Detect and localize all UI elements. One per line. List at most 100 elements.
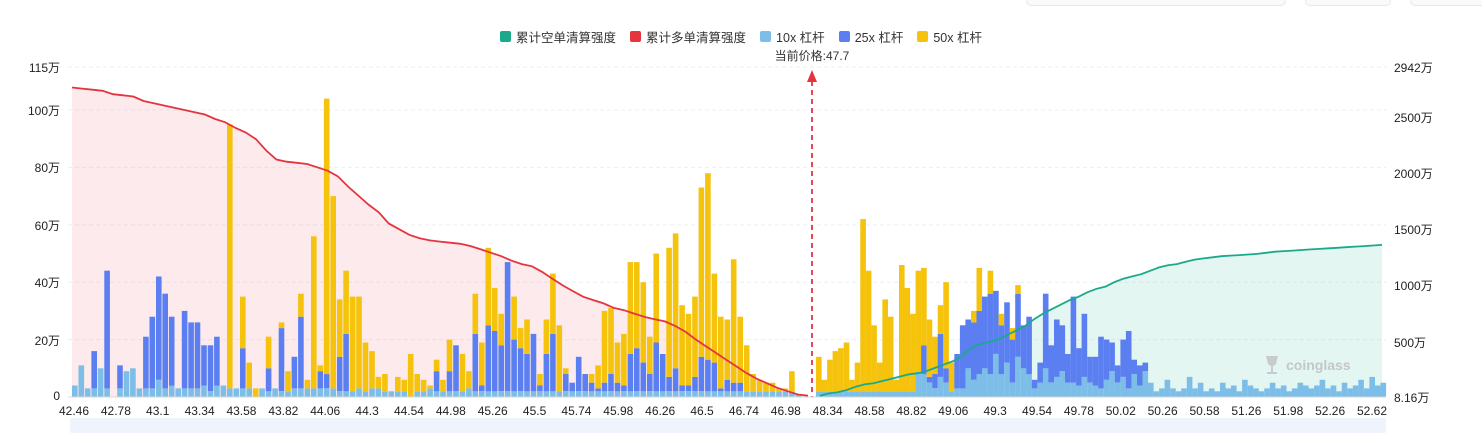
- bar-10x: [1059, 371, 1066, 397]
- y-right-tick-label: 1500万: [1394, 223, 1433, 238]
- legend-swatch-10x: [760, 31, 772, 42]
- bar-10x: [893, 391, 900, 397]
- bar-25x: [1015, 293, 1021, 357]
- bar-50x: [865, 270, 872, 392]
- legend-item-long[interactable]: 累计多单清算强度: [630, 27, 746, 46]
- x-tick-label: 45.98: [603, 404, 634, 418]
- bar-10x: [1076, 385, 1082, 397]
- bar-10x: [123, 371, 130, 397]
- bar-50x: [730, 259, 737, 383]
- bar-10x: [1253, 388, 1259, 397]
- legend-item-short[interactable]: 累计空单清算强度: [500, 27, 616, 46]
- bar-10x: [369, 388, 375, 397]
- bar-10x: [563, 391, 569, 397]
- bar-10x: [272, 388, 278, 397]
- bar-50x: [971, 310, 977, 323]
- bar-25x: [317, 371, 324, 389]
- bar-50x: [601, 310, 608, 383]
- bar-50x: [843, 342, 850, 392]
- bar-50x: [849, 379, 855, 392]
- bar-10x: [685, 391, 692, 397]
- bar-10x: [627, 391, 634, 397]
- bar-10x: [1098, 388, 1104, 397]
- bar-10x: [672, 391, 679, 397]
- legend-item-50x[interactable]: 50x 杠杆: [917, 27, 982, 46]
- bar-10x: [679, 391, 685, 397]
- top-control-3[interactable]: [1410, 0, 1482, 6]
- bar-50x: [698, 187, 705, 357]
- bar-25x: [1031, 379, 1038, 389]
- bar-10x: [72, 385, 78, 397]
- bar-25x: [965, 319, 971, 369]
- bar-10x: [117, 388, 123, 397]
- bar-50x: [427, 385, 433, 389]
- bar-50x: [563, 368, 569, 374]
- bar-25x: [582, 374, 588, 392]
- bar-10x: [588, 391, 595, 397]
- bar-25x: [627, 354, 634, 392]
- bar-25x: [278, 328, 285, 392]
- bar-50x: [356, 296, 362, 389]
- bar-25x: [569, 382, 575, 392]
- bar-10x: [653, 391, 659, 397]
- bar-50x: [395, 376, 401, 392]
- bar-10x: [162, 388, 168, 397]
- x-tick-label: 48.58: [854, 404, 885, 418]
- x-tick-label: 43.1: [146, 404, 170, 418]
- bar-50x: [692, 296, 698, 377]
- top-control-2[interactable]: [1305, 0, 1391, 6]
- bar-25x: [718, 388, 724, 392]
- legend-swatch-short: [500, 31, 512, 42]
- bar-10x: [1264, 388, 1270, 397]
- bar-50x: [915, 270, 922, 372]
- bar-50x: [265, 336, 272, 369]
- bar-10x: [876, 391, 883, 397]
- bar-10x: [582, 391, 588, 397]
- bar-25x: [543, 354, 550, 392]
- bar-10x: [1286, 391, 1292, 397]
- bar-25x: [1042, 293, 1049, 369]
- bar-10x: [233, 388, 240, 397]
- bar-50x: [479, 342, 485, 386]
- bar-10x: [156, 379, 162, 397]
- bar-50x: [550, 273, 556, 334]
- bar-10x: [543, 391, 550, 397]
- bar-10x: [1020, 368, 1027, 397]
- bar-50x: [420, 379, 427, 392]
- legend-item-10x[interactable]: 10x 杠杆: [760, 27, 825, 46]
- bar-25x: [1070, 296, 1077, 383]
- bar-50x: [621, 333, 627, 386]
- bar-25x: [563, 374, 569, 392]
- bar-25x: [91, 351, 97, 389]
- bar-10x: [1275, 388, 1281, 397]
- bar-25x: [1037, 362, 1043, 383]
- bar-25x: [472, 333, 479, 392]
- bar-10x: [1369, 376, 1375, 397]
- bar-10x: [954, 388, 960, 397]
- bar-10x: [724, 391, 731, 397]
- x-tick-label: 46.74: [728, 404, 759, 418]
- bar-25x: [634, 348, 640, 392]
- bar-25x: [608, 374, 614, 392]
- bar-25x: [993, 290, 999, 354]
- bar-10x: [1308, 388, 1315, 397]
- bar-10x: [149, 388, 156, 397]
- y-right-tick-label: 2942万: [1394, 61, 1433, 75]
- bar-10x: [763, 391, 769, 397]
- data-zoom-scrollbar[interactable]: [70, 418, 1386, 433]
- bar-10x: [220, 385, 227, 397]
- bar-25x: [1087, 356, 1093, 383]
- bar-10x: [910, 391, 916, 397]
- bar-25x: [1009, 339, 1016, 383]
- legend-item-25x[interactable]: 25x 杠杆: [838, 27, 903, 46]
- bar-50x: [304, 379, 311, 389]
- bar-10x: [692, 391, 698, 397]
- bar-25x: [595, 388, 601, 392]
- bar-50x: [459, 354, 466, 392]
- bar-25x: [143, 336, 149, 389]
- bar-10x: [479, 391, 485, 397]
- x-tick-label: 43.82: [268, 404, 299, 418]
- top-control-1[interactable]: [1026, 0, 1286, 6]
- bar-10x: [595, 391, 601, 397]
- bar-25x: [737, 382, 743, 392]
